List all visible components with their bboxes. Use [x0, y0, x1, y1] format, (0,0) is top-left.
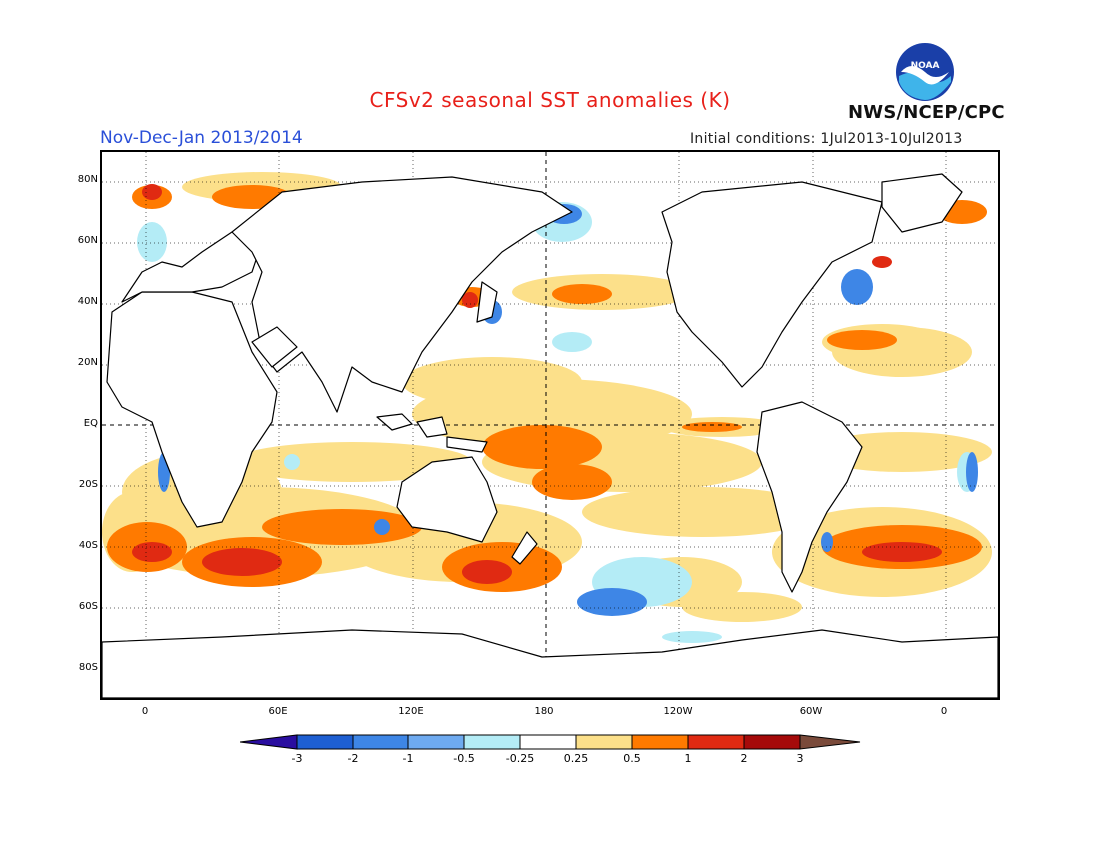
colorbar-label: 3 — [796, 752, 804, 765]
colorbar-bin-5 — [519, 734, 577, 750]
colorbar-label: 2 — [740, 752, 748, 765]
lat-label-20n: 20N — [77, 357, 98, 368]
lon-label-60w: 60W — [799, 706, 823, 717]
colorbar — [240, 734, 861, 750]
colorbar-label: 1 — [684, 752, 692, 765]
lon-label-60e: 60E — [268, 706, 288, 717]
colorbar-label: 0.5 — [623, 752, 641, 765]
lon-label-0-west: 0 — [141, 706, 149, 717]
colorbar-bin-6 — [575, 734, 633, 750]
colorbar-bin-9 — [743, 734, 801, 750]
lat-label-80n: 80N — [77, 174, 98, 185]
season-label: Nov-Dec-Jan 2013/2014 — [100, 128, 303, 148]
agency-label: NWS/NCEP/CPC — [848, 102, 1005, 123]
initial-conditions-label: Initial conditions: 1Jul2013-10Jul2013 — [690, 131, 963, 147]
colorbar-bin-2 — [352, 734, 409, 750]
colorbar-arrow-high — [799, 734, 861, 750]
lat-label-60n: 60N — [77, 235, 98, 246]
noaa-logo-icon: NOAA — [896, 43, 954, 101]
colorbar-bin-3 — [407, 734, 465, 750]
logo-text: NOAA — [911, 61, 940, 71]
lat-label-40s: 40S — [78, 540, 98, 551]
sst-anomaly-map — [100, 150, 1000, 700]
colorbar-bin-8 — [687, 734, 745, 750]
coastlines — [102, 173, 998, 698]
lon-label-120e: 120E — [398, 706, 424, 717]
lat-label-eq: EQ — [83, 418, 98, 429]
lon-label-0-east: 0 — [940, 706, 948, 717]
lat-label-20s: 20S — [78, 479, 98, 490]
lat-label-80s: 80S — [78, 662, 98, 673]
colorbar-bin-1 — [296, 734, 354, 750]
lon-label-120w: 120W — [663, 706, 693, 717]
colorbar-arrow-low — [240, 734, 298, 750]
colorbar-label: -3 — [291, 752, 303, 765]
colorbar-label: -1 — [402, 752, 414, 765]
map-canvas — [102, 152, 998, 698]
lat-label-60s: 60S — [78, 601, 98, 612]
colorbar-label: 0.25 — [563, 752, 589, 765]
colorbar-label: -0.5 — [453, 752, 475, 765]
map-title: CFSv2 seasonal SST anomalies (K) — [369, 88, 731, 112]
lat-label-40n: 40N — [77, 296, 98, 307]
lon-label-180: 180 — [534, 706, 554, 717]
colorbar-label: -0.25 — [505, 752, 535, 765]
colorbar-bin-4 — [463, 734, 521, 750]
colorbar-bin-7 — [631, 734, 689, 750]
colorbar-label: -2 — [347, 752, 359, 765]
